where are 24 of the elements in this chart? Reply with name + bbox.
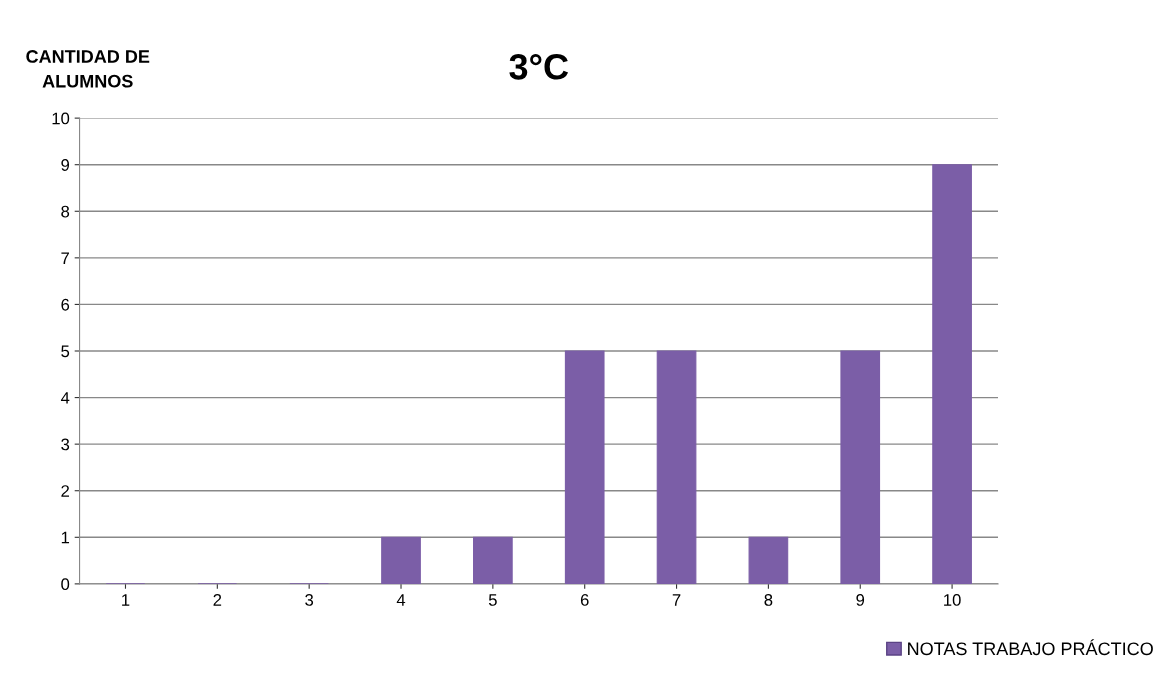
- x-tick-label: 3: [305, 594, 314, 606]
- x-tick-label: 7: [672, 594, 681, 606]
- x-tick-label: 2: [213, 594, 222, 606]
- y-tick-label: 7: [61, 252, 69, 264]
- x-tick-label: 4: [396, 594, 406, 606]
- y-tick-label: 9: [61, 159, 70, 171]
- y-tick-label: 2: [61, 485, 69, 497]
- y-tick-label: 5: [61, 345, 70, 358]
- y-axis-title: CANTIDAD DE ALUMNOS: [26, 50, 150, 88]
- y-tick-label: 0: [61, 578, 70, 591]
- legend-label: NOTAS TRABAJO PRÁCTICO: [908, 639, 1153, 656]
- y-tick-label: 6: [61, 298, 70, 311]
- x-tick-label: 8: [764, 594, 773, 606]
- chart-title: 3°C: [509, 54, 569, 80]
- x-tick-label: 10: [944, 594, 961, 606]
- y-tick-label: 8: [61, 205, 70, 218]
- y-tick-label: 1: [61, 531, 70, 544]
- x-tick-label: 5: [488, 594, 497, 606]
- x-tick-label: 1: [122, 594, 130, 606]
- x-tick-label: 9: [856, 594, 865, 606]
- y-tick-label: 3: [61, 438, 70, 451]
- y-tick-label: 10: [52, 112, 70, 125]
- y-tick-label: 4: [60, 392, 70, 404]
- x-tick-label: 6: [580, 594, 589, 606]
